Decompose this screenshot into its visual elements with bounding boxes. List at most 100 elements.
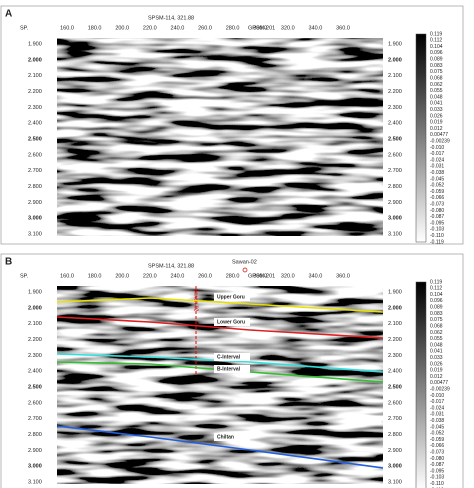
colorbar-label: 0.055	[430, 88, 443, 94]
colorbar-label: -0.087	[430, 214, 444, 220]
colorbar-label: 0.112	[430, 286, 442, 292]
colorbar-label: 0.075	[430, 317, 443, 323]
y-tick-label-right: 3.100	[388, 479, 402, 485]
colorbar-label: 0.00477	[430, 380, 448, 386]
horizon-label: Lower Goru	[217, 319, 245, 325]
x-tick-label: 360.0	[336, 273, 350, 279]
colorbar-label: 0.083	[430, 63, 443, 69]
colorbar-label: 0.104	[430, 44, 443, 50]
x-tick-label: 220.0	[143, 273, 157, 279]
colorbar-label: -0.087	[430, 462, 444, 468]
horizon-label-box	[214, 365, 250, 373]
x-tick-label: 160.0	[60, 273, 74, 279]
x-tick-label: 160.0	[60, 25, 74, 31]
colorbar-label: -0.073	[430, 450, 444, 456]
colorbar-label: 0.00477	[430, 132, 448, 138]
colorbar-label: -0.103	[430, 227, 444, 233]
horizon-label: Chiltan	[217, 434, 234, 440]
y-tick-label-right: 2.700	[388, 416, 402, 422]
colorbar-label: 0.026	[430, 361, 443, 367]
colorbar-label: 0.119	[430, 31, 442, 37]
x-tick-label: 300.0	[253, 25, 267, 31]
panel-label: B	[5, 257, 12, 268]
colorbar-label: -0.066	[430, 443, 444, 449]
colorbar-label: 0.048	[430, 342, 443, 348]
colorbar-label: -0.059	[430, 437, 444, 443]
y-tick-label-right: 2.500	[388, 384, 402, 390]
colorbar-label: 0.083	[430, 311, 443, 317]
y-tick-label: 2.200	[28, 337, 42, 343]
seismic-image	[57, 286, 383, 484]
seismic-image	[57, 38, 383, 236]
y-tick-label-right: 2.000	[388, 305, 402, 311]
colorbar-label: 0.019	[430, 368, 443, 374]
y-tick-label-right: 2.500	[388, 136, 402, 142]
y-tick-label-right: 1.900	[388, 289, 402, 295]
x-tick-label: 220.0	[143, 25, 157, 31]
colorbar-label: 0.033	[430, 355, 443, 361]
y-tick-label: 2.900	[28, 448, 42, 454]
y-tick-label: 2.300	[28, 105, 42, 111]
colorbar-label: -0.045	[430, 424, 444, 430]
colorbar-label: -0.010	[430, 393, 444, 399]
y-tick-label-right: 2.900	[388, 448, 402, 454]
x-tick-label: 360.0	[336, 25, 350, 31]
colorbar-label: -0.110	[430, 481, 444, 487]
horizon-label-box	[214, 318, 250, 326]
colorbar-label: -0.010	[430, 145, 444, 151]
y-tick-label-right: 3.000	[388, 464, 402, 470]
horizon-label-box	[214, 433, 250, 441]
panel-label: A	[5, 9, 12, 20]
sp-label: SP.	[20, 25, 29, 31]
y-tick-label-right: 2.600	[388, 400, 402, 406]
colorbar-label: 0.096	[430, 298, 443, 304]
colorbar-label: 0.019	[430, 120, 443, 126]
y-tick-label-right: 2.300	[388, 353, 402, 359]
y-tick-label: 2.900	[28, 200, 42, 206]
colorbar-label: -0.00239	[430, 138, 450, 144]
colorbar-label: 0.062	[430, 82, 443, 88]
y-tick-label: 2.600	[28, 400, 42, 406]
y-tick-label: 2.400	[28, 121, 42, 127]
x-tick-label: 340.0	[309, 25, 323, 31]
colorbar-label: 0.026	[430, 113, 443, 119]
colorbar	[415, 33, 427, 243]
colorbar-label: -0.017	[430, 151, 444, 157]
colorbar-label: -0.052	[430, 431, 444, 437]
panel-frame	[0, 253, 464, 488]
y-tick-label: 2.100	[28, 73, 42, 79]
horizon-label-box	[214, 353, 250, 361]
colorbar-label: 0.089	[430, 305, 443, 311]
colorbar-label: 0.096	[430, 50, 443, 56]
colorbar-label: -0.095	[430, 468, 444, 474]
y-tick-label: 3.100	[28, 479, 42, 485]
y-tick-label: 1.900	[28, 41, 42, 47]
y-tick-label-right: 1.900	[388, 41, 402, 47]
colorbar-label: 0.119	[430, 279, 442, 285]
colorbar-label: -0.110	[430, 233, 444, 239]
line-label: GPSM-201	[248, 273, 275, 279]
horizon-label: C-Interval	[217, 354, 241, 360]
colorbar-label: -0.119	[430, 239, 444, 245]
x-tick-label: 340.0	[309, 273, 323, 279]
colorbar-label: -0.066	[430, 195, 444, 201]
y-tick-label-right: 2.100	[388, 73, 402, 79]
y-tick-label-right: 2.100	[388, 321, 402, 327]
y-tick-label: 2.800	[28, 184, 42, 190]
horizon-line	[56, 353, 384, 373]
colorbar-label: -0.031	[430, 164, 444, 170]
x-tick-label: 240.0	[171, 273, 185, 279]
colorbar-label: 0.012	[430, 126, 443, 132]
x-tick-label: 180.0	[88, 25, 102, 31]
y-tick-label-right: 2.700	[388, 168, 402, 174]
line-label: GPSM-201	[248, 25, 275, 31]
y-tick-label-right: 2.200	[388, 337, 402, 343]
y-tick-label-right: 2.200	[388, 89, 402, 95]
x-tick-label: 240.0	[171, 25, 185, 31]
y-tick-label-right: 2.600	[388, 152, 402, 158]
shotpoint-label: SPSM-114, 321.88	[148, 263, 194, 269]
well-symbol	[242, 267, 248, 273]
colorbar-label: -0.038	[430, 418, 444, 424]
x-tick-label: 300.0	[253, 273, 267, 279]
